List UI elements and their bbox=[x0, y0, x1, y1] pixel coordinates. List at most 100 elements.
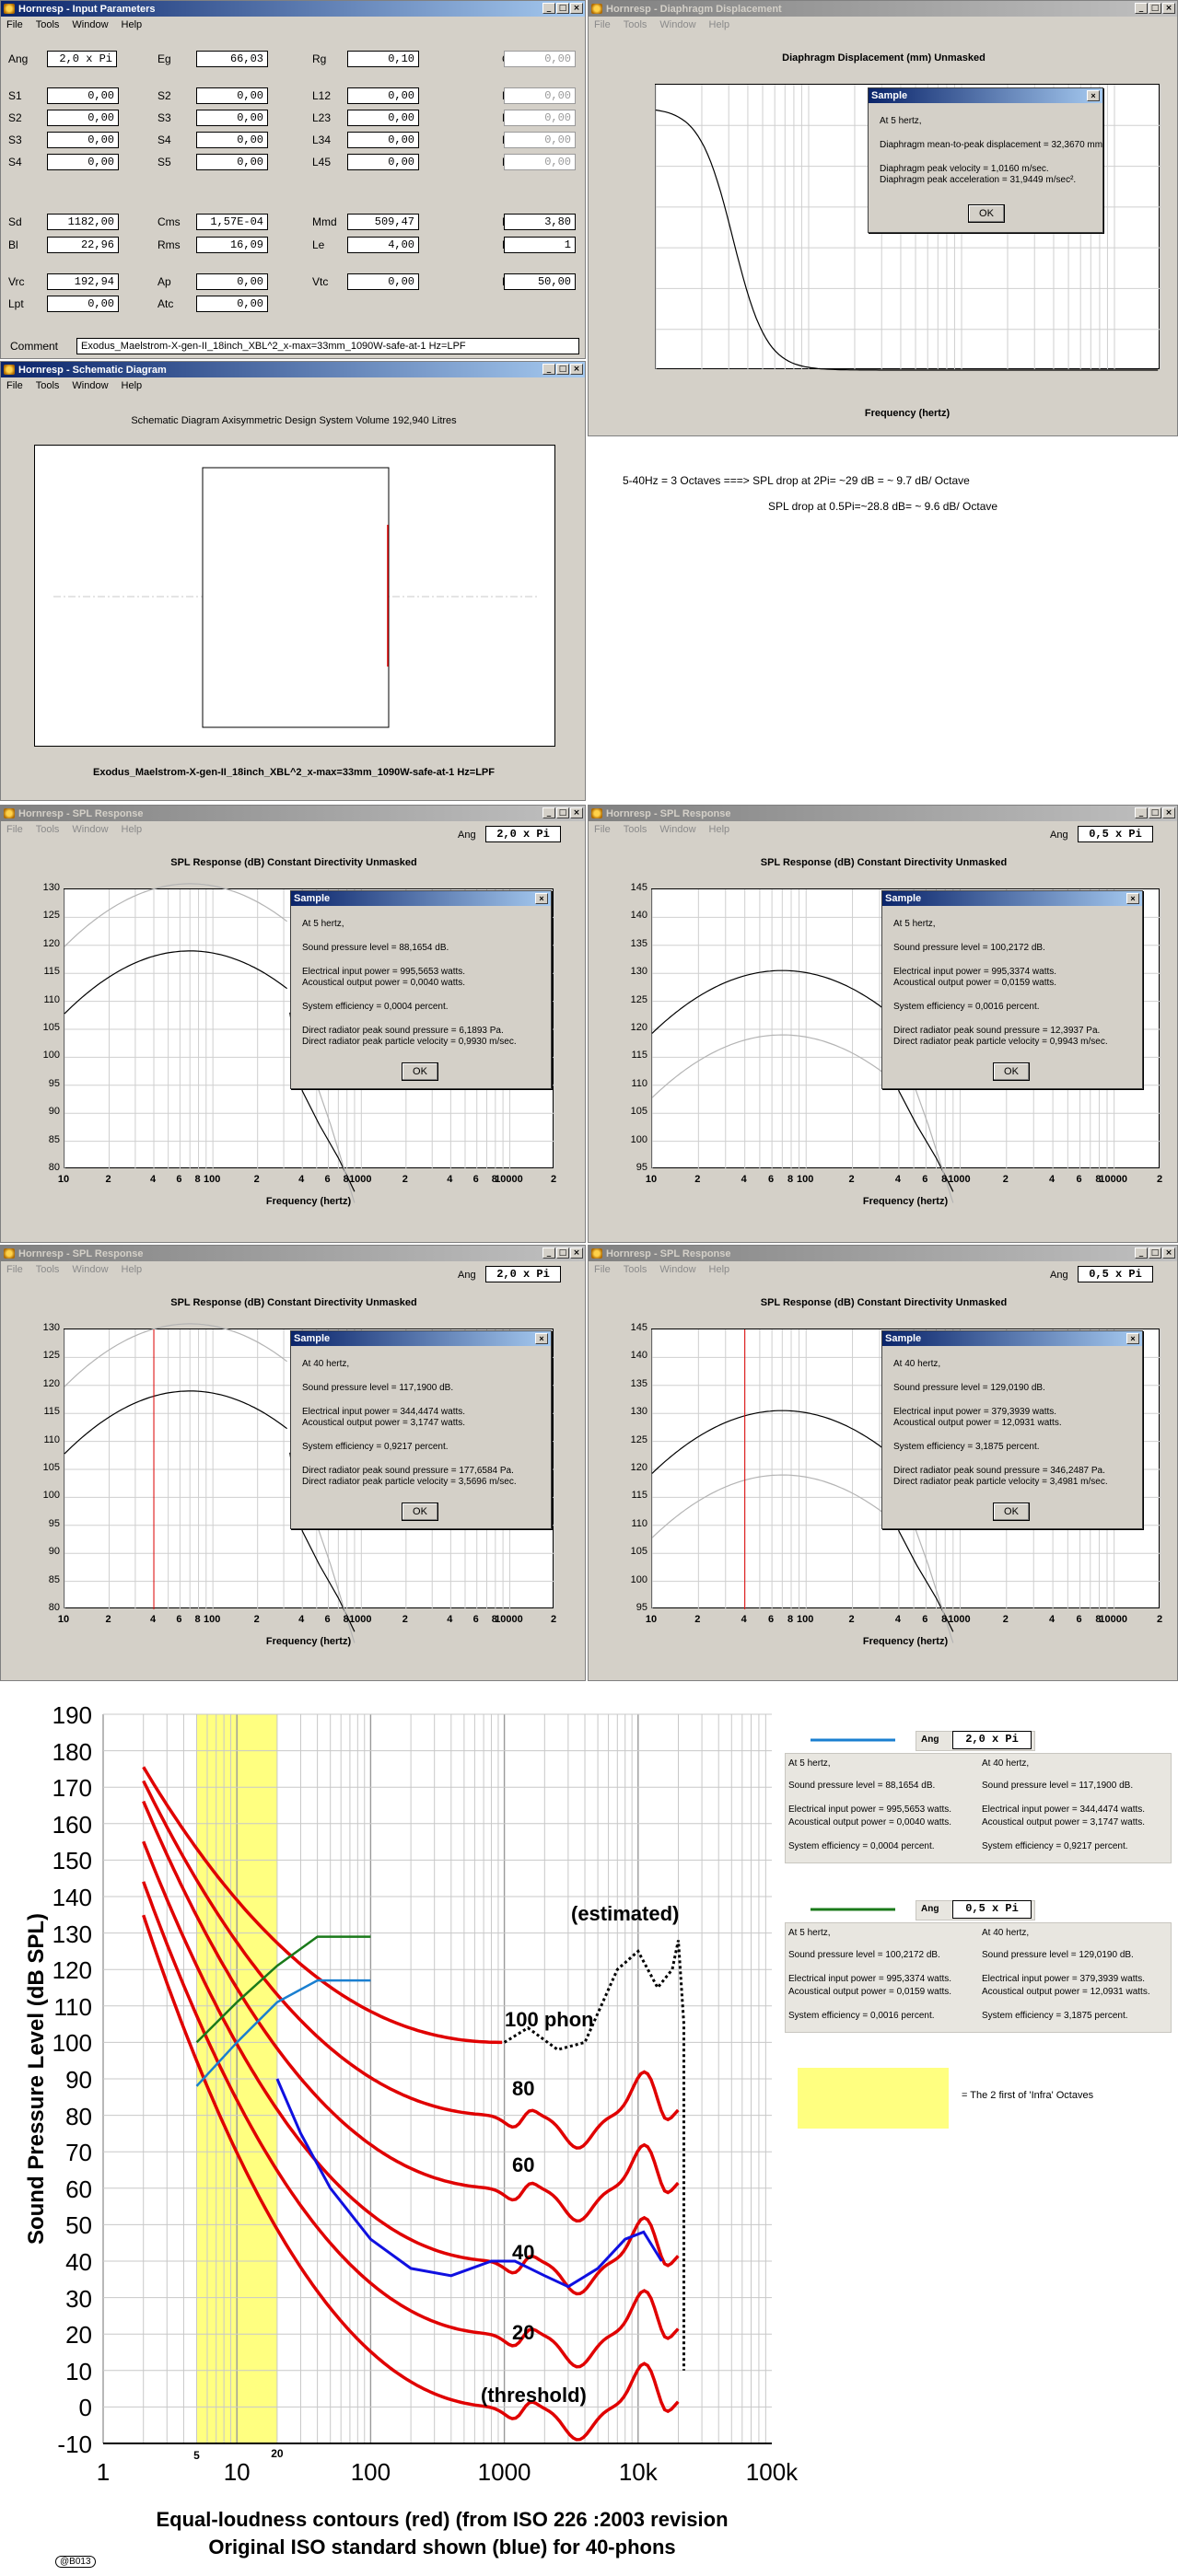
menu-help[interactable]: Help bbox=[121, 1264, 143, 1275]
ok-button[interactable]: OK bbox=[402, 1503, 438, 1521]
param-field[interactable]: 0,10 bbox=[347, 51, 419, 67]
dialog-close-button[interactable]: × bbox=[1126, 1333, 1139, 1344]
param-field[interactable]: 0,00 bbox=[196, 87, 268, 104]
minimize-button[interactable]: _ bbox=[1135, 3, 1148, 14]
menu-file[interactable]: File bbox=[594, 19, 611, 30]
ang-field[interactable]: 2,0 x Pi bbox=[485, 826, 561, 842]
menu-file[interactable]: File bbox=[6, 824, 23, 835]
menu-tools[interactable]: Tools bbox=[35, 19, 60, 30]
title-bar[interactable]: Hornresp - SPL Response _ □ × bbox=[1, 806, 585, 821]
title-bar[interactable]: Hornresp - SPL Response _ □ × bbox=[589, 1246, 1177, 1261]
menu-file[interactable]: File bbox=[594, 1264, 611, 1275]
param-field[interactable]: 1182,00 bbox=[47, 214, 119, 230]
menu-window[interactable]: Window bbox=[72, 380, 109, 391]
menu-window[interactable]: Window bbox=[659, 1264, 696, 1275]
maximize-button[interactable]: □ bbox=[556, 807, 569, 818]
close-button[interactable]: × bbox=[1162, 3, 1175, 14]
param-field[interactable]: 0,00 bbox=[47, 87, 119, 104]
param-field[interactable]: 0,00 bbox=[47, 110, 119, 126]
menu-file[interactable]: File bbox=[6, 19, 23, 30]
param-field[interactable]: 0,00 bbox=[47, 296, 119, 312]
close-button[interactable]: × bbox=[1162, 807, 1175, 818]
param-field[interactable]: 0,00 bbox=[347, 132, 419, 148]
param-field[interactable]: 0,00 bbox=[504, 154, 576, 170]
menu-tools[interactable]: Tools bbox=[623, 19, 647, 30]
param-field[interactable]: 2,0 x Pi bbox=[47, 51, 117, 67]
menu-file[interactable]: File bbox=[6, 380, 23, 391]
param-field[interactable]: 66,03 bbox=[196, 51, 268, 67]
close-button[interactable]: × bbox=[570, 1247, 583, 1259]
param-field[interactable]: 1,57E-04 bbox=[196, 214, 268, 230]
close-button[interactable]: × bbox=[570, 364, 583, 375]
param-field[interactable]: 3,80 bbox=[504, 214, 576, 230]
title-bar[interactable]: Hornresp - SPL Response _ □ × bbox=[589, 806, 1177, 821]
minimize-button[interactable]: _ bbox=[542, 807, 555, 818]
dialog-title-bar[interactable]: Sample × bbox=[882, 891, 1142, 906]
menu-help[interactable]: Help bbox=[121, 19, 143, 30]
dialog-close-button[interactable]: × bbox=[1126, 893, 1139, 904]
menu-help[interactable]: Help bbox=[121, 824, 143, 835]
param-field[interactable]: 0,00 bbox=[504, 51, 576, 67]
param-field[interactable]: 16,09 bbox=[196, 237, 268, 253]
param-field[interactable]: 0,00 bbox=[196, 110, 268, 126]
title-bar[interactable]: Hornresp - Schematic Diagram _ □ × bbox=[1, 362, 585, 377]
minimize-button[interactable]: _ bbox=[1135, 1247, 1148, 1259]
menu-tools[interactable]: Tools bbox=[35, 1264, 60, 1275]
ang-field[interactable]: 0,5 x Pi bbox=[1078, 826, 1153, 842]
maximize-button[interactable]: □ bbox=[1149, 1247, 1161, 1259]
menu-tools[interactable]: Tools bbox=[623, 824, 647, 835]
param-field[interactable]: 192,94 bbox=[47, 273, 119, 290]
dialog-close-button[interactable]: × bbox=[535, 893, 548, 904]
dialog-title-bar[interactable]: Sample × bbox=[291, 891, 551, 906]
param-field[interactable]: 0,00 bbox=[347, 87, 419, 104]
param-field[interactable]: 0,00 bbox=[196, 154, 268, 170]
param-field[interactable]: 0,00 bbox=[504, 87, 576, 104]
menu-tools[interactable]: Tools bbox=[35, 380, 60, 391]
maximize-button[interactable]: □ bbox=[1149, 3, 1161, 14]
dialog-close-button[interactable]: × bbox=[535, 1333, 548, 1344]
dialog-close-button[interactable]: × bbox=[1087, 90, 1100, 101]
param-field[interactable]: 0,00 bbox=[347, 154, 419, 170]
ang-field[interactable]: 0,5 x Pi bbox=[1078, 1266, 1153, 1282]
ok-button[interactable]: OK bbox=[993, 1062, 1030, 1081]
param-field[interactable]: 1 bbox=[504, 237, 576, 253]
param-field[interactable]: 0,00 bbox=[47, 154, 119, 170]
param-field[interactable]: 0,00 bbox=[347, 110, 419, 126]
maximize-button[interactable]: □ bbox=[556, 1247, 569, 1259]
dialog-title-bar[interactable]: Sample × bbox=[291, 1331, 551, 1346]
title-bar[interactable]: Hornresp - Input Parameters _ □ × bbox=[1, 1, 585, 17]
param-field[interactable]: 0,00 bbox=[504, 110, 576, 126]
menu-tools[interactable]: Tools bbox=[623, 1264, 647, 1275]
menu-help[interactable]: Help bbox=[121, 380, 143, 391]
menu-help[interactable]: Help bbox=[708, 824, 730, 835]
menu-window[interactable]: Window bbox=[72, 1264, 109, 1275]
menu-help[interactable]: Help bbox=[708, 19, 730, 30]
param-field[interactable]: 0,00 bbox=[47, 132, 119, 148]
ang-field[interactable]: 2,0 x Pi bbox=[485, 1266, 561, 1282]
close-button[interactable]: × bbox=[570, 3, 583, 14]
param-field[interactable]: 0,00 bbox=[196, 273, 268, 290]
maximize-button[interactable]: □ bbox=[556, 364, 569, 375]
menu-file[interactable]: File bbox=[6, 1264, 23, 1275]
close-button[interactable]: × bbox=[570, 807, 583, 818]
menu-window[interactable]: Window bbox=[659, 824, 696, 835]
menu-file[interactable]: File bbox=[594, 824, 611, 835]
param-field[interactable]: 0,00 bbox=[347, 273, 419, 290]
param-field[interactable]: 0,00 bbox=[504, 132, 576, 148]
minimize-button[interactable]: _ bbox=[542, 3, 555, 14]
comment-field[interactable]: Exodus_Maelstrom-X-gen-II_18inch_XBL^2_x… bbox=[76, 338, 579, 354]
param-field[interactable]: 0,00 bbox=[196, 296, 268, 312]
ok-button[interactable]: OK bbox=[402, 1062, 438, 1081]
dialog-title-bar[interactable]: Sample × bbox=[869, 88, 1102, 103]
close-button[interactable]: × bbox=[1162, 1247, 1175, 1259]
maximize-button[interactable]: □ bbox=[556, 3, 569, 14]
menu-help[interactable]: Help bbox=[708, 1264, 730, 1275]
title-bar[interactable]: Hornresp - Diaphragm Displacement _ □ × bbox=[589, 1, 1177, 17]
menu-window[interactable]: Window bbox=[72, 824, 109, 835]
menu-window[interactable]: Window bbox=[72, 19, 109, 30]
param-field[interactable]: 0,00 bbox=[196, 132, 268, 148]
title-bar[interactable]: Hornresp - SPL Response _ □ × bbox=[1, 1246, 585, 1261]
menu-window[interactable]: Window bbox=[659, 19, 696, 30]
param-field[interactable]: 4,00 bbox=[347, 237, 419, 253]
dialog-title-bar[interactable]: Sample × bbox=[882, 1331, 1142, 1346]
